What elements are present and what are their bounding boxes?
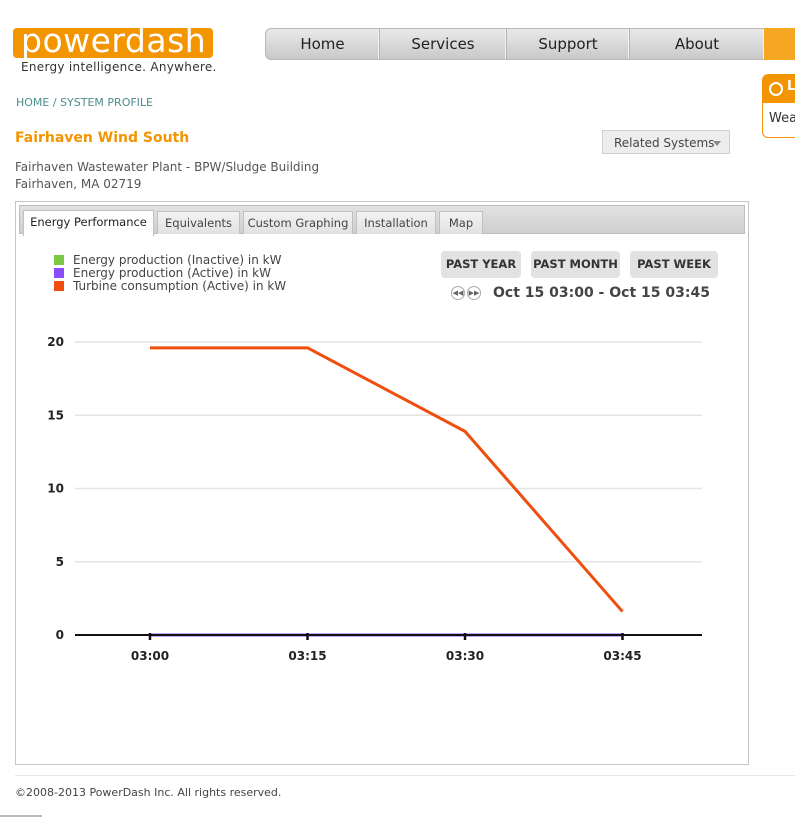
tab-bar: Energy Performance Equivalents Custom Gr…	[19, 205, 745, 236]
fast-forward-icon[interactable]: ▶▶	[467, 286, 481, 300]
side-widget-text: Weat	[769, 111, 795, 126]
x-tick-label: 03:00	[131, 649, 169, 663]
related-systems-label: Related Systems	[614, 136, 715, 150]
y-tick-label: 10	[47, 482, 64, 496]
tagline: Energy intelligence. Anywhere.	[21, 60, 217, 74]
breadcrumb-separator: /	[49, 96, 61, 109]
side-widget: L Weat	[762, 74, 795, 138]
breadcrumb-home[interactable]: HOME	[16, 96, 50, 109]
chart-panel: Energy Performance Equivalents Custom Gr…	[15, 201, 749, 765]
divider	[0, 815, 42, 817]
y-tick-label: 20	[47, 335, 64, 349]
side-widget-header: L	[763, 75, 795, 103]
address-line-2: Fairhaven, MA 02719	[15, 177, 142, 191]
x-tick-label: 03:45	[603, 649, 641, 663]
past-year-button[interactable]: PAST YEAR	[441, 251, 521, 278]
legend-swatch	[54, 254, 64, 265]
nav-home[interactable]: Home	[266, 29, 380, 59]
y-tick-label: 5	[56, 555, 64, 569]
clock-icon	[769, 82, 783, 96]
breadcrumb-current[interactable]: SYSTEM PROFILE	[60, 96, 154, 109]
legend-item[interactable]: Turbine consumption (Active) in kW	[54, 279, 286, 292]
tab-energy-performance[interactable]: Energy Performance	[23, 210, 154, 236]
related-systems-dropdown[interactable]: Related Systems	[602, 130, 730, 154]
logo-background	[13, 28, 213, 58]
legend-item[interactable]: Energy production (Active) in kW	[54, 266, 286, 279]
footer-copyright: ©2008-2013 PowerDash Inc. All rights res…	[15, 786, 282, 799]
date-navigation: ◀◀ ▶▶ Oct 15 03:00 - Oct 15 03:45	[451, 285, 710, 301]
past-week-button[interactable]: PAST WEEK	[630, 251, 718, 278]
breadcrumb: HOME / SYSTEM PROFILE	[16, 96, 153, 109]
legend-label: Energy production (Inactive) in kW	[73, 252, 282, 267]
rewind-icon[interactable]: ◀◀	[451, 286, 465, 300]
nav-login-button[interactable]	[764, 28, 795, 60]
tab-installation[interactable]: Installation	[356, 211, 436, 234]
chevron-down-icon	[713, 141, 721, 146]
chart-legend: Energy production (Inactive) in kW Energ…	[54, 253, 286, 292]
series-line-3	[150, 346, 624, 613]
system-address: Fairhaven Wastewater Plant - BPW/Sludge …	[15, 159, 319, 193]
x-tick-label: 03:15	[288, 649, 326, 663]
footer-divider	[15, 775, 795, 776]
legend-label: Turbine consumption (Active) in kW	[73, 278, 287, 293]
page-title: Fairhaven Wind South	[15, 130, 190, 146]
tab-custom-graphing[interactable]: Custom Graphing	[243, 211, 353, 234]
nav-support[interactable]: Support	[507, 29, 630, 59]
tab-equivalents[interactable]: Equivalents	[157, 211, 240, 234]
main-nav: Home Services Support About	[265, 28, 766, 60]
legend-item[interactable]: Energy production (Inactive) in kW	[54, 253, 286, 266]
logo[interactable]: powerdash	[21, 21, 207, 60]
legend-swatch	[54, 280, 64, 291]
nav-services[interactable]: Services	[380, 29, 507, 59]
y-tick-label: 15	[47, 408, 64, 422]
x-tick-label: 03:30	[446, 649, 484, 663]
address-line-1: Fairhaven Wastewater Plant - BPW/Sludge …	[15, 160, 320, 174]
date-range-label: Oct 15 03:00 - Oct 15 03:45	[493, 285, 710, 301]
side-widget-title: L	[787, 79, 795, 94]
y-tick-label: 0	[56, 628, 64, 642]
past-month-button[interactable]: PAST MONTH	[531, 251, 620, 278]
tab-map[interactable]: Map	[439, 211, 483, 234]
legend-swatch	[54, 267, 64, 278]
legend-label: Energy production (Active) in kW	[73, 265, 271, 280]
